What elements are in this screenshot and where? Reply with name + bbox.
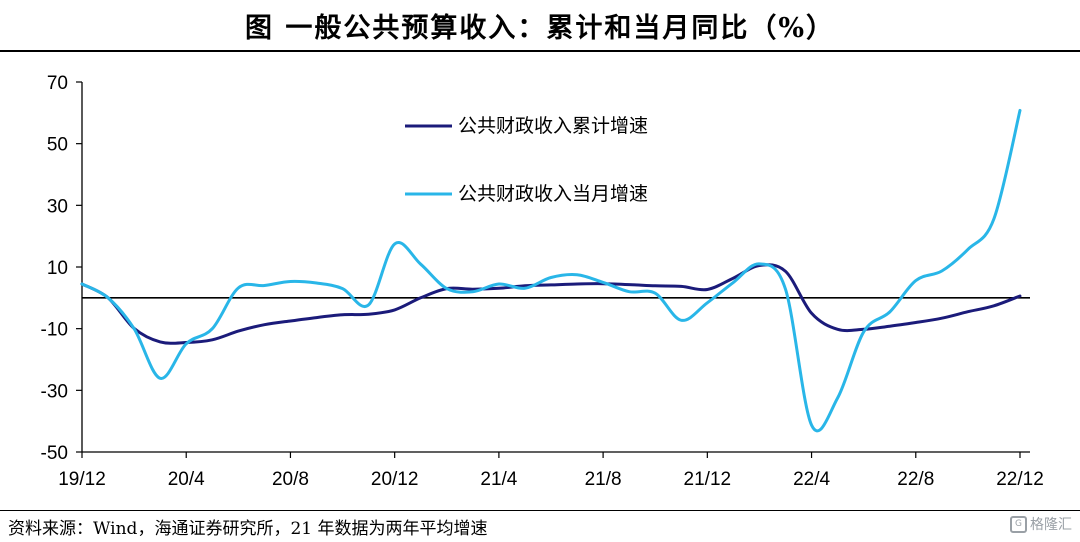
chart-legend: 公共财政收入累计增速 公共财政收入当月增速 <box>405 115 648 205</box>
y-tick-label: 30 <box>47 196 68 217</box>
legend-label-monthly: 公共财政收入当月增速 <box>458 183 648 205</box>
legend-label-cumulative: 公共财政收入累计增速 <box>458 115 648 137</box>
watermark-logo-icon: G <box>1010 515 1027 533</box>
x-tick-label: 21/4 <box>480 469 517 490</box>
y-tick-label: 70 <box>47 73 68 94</box>
series-line-monthly <box>80 108 1022 433</box>
x-tick-label: 20/8 <box>272 469 309 490</box>
x-tick-label: 22/4 <box>793 469 830 490</box>
x-tick-label: 20/4 <box>168 469 205 490</box>
x-tick-label: 19/12 <box>58 469 106 490</box>
title-divider <box>0 50 1080 52</box>
chart-series <box>80 108 1022 433</box>
x-tick-label: 21/12 <box>684 469 732 490</box>
source-divider <box>0 510 1080 511</box>
y-tick-label: -10 <box>41 320 68 341</box>
source-note: 资料来源：Wind，海通证券研究所，21 年数据为两年平均增速 <box>8 519 488 539</box>
chart-axes <box>81 82 1030 453</box>
chart-title: 图 一般公共预算收入：累计和当月同比（%） <box>244 12 836 44</box>
x-axis-ticks: 19/12 20/4 20/8 20/12 21/4 21/8 21/12 22/4 22/8 2… <box>58 452 1044 490</box>
x-tick-label: 20/12 <box>371 469 419 490</box>
x-tick-label: 22/8 <box>897 469 934 490</box>
y-tick-label: -30 <box>41 381 68 402</box>
line-chart: 70 50 30 10 -10 -30 -50 19/12 20/4 20/8 20/12 21/4… <box>41 73 1044 490</box>
y-tick-label: 50 <box>47 135 68 156</box>
chart-title-bar: 图 一般公共预算收入：累计和当月同比（%） <box>0 0 1080 50</box>
y-tick-label: 10 <box>47 258 68 279</box>
watermark-text: 格隆汇 <box>1030 517 1072 533</box>
watermark: G 格隆汇 <box>1010 514 1072 534</box>
y-axis-ticks: 70 50 30 10 -10 -30 -50 <box>41 73 82 464</box>
y-tick-label: -50 <box>41 443 68 464</box>
x-tick-label: 22/12 <box>996 469 1044 490</box>
x-tick-label: 21/8 <box>585 469 622 490</box>
